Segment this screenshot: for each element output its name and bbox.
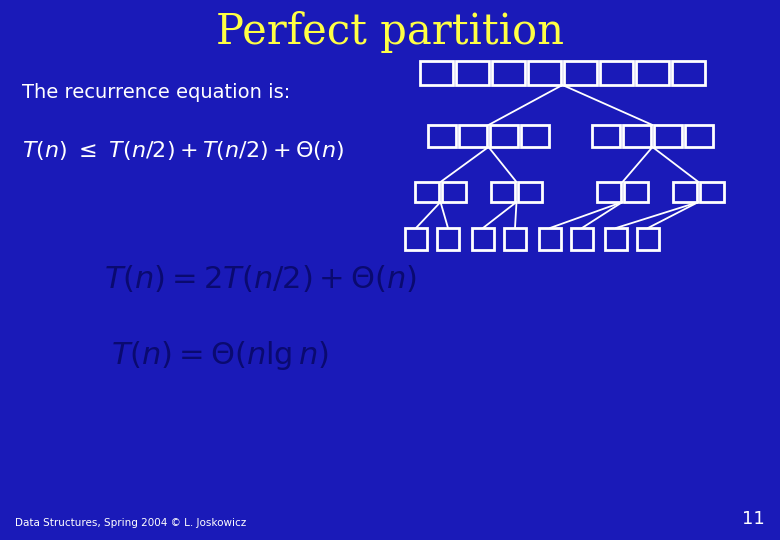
Bar xyxy=(437,228,459,250)
Bar xyxy=(420,61,453,85)
Bar xyxy=(442,182,466,202)
Bar xyxy=(636,61,669,85)
Text: $T(n) = \Theta(n \lg n)$: $T(n) = \Theta(n \lg n)$ xyxy=(111,339,329,372)
Bar xyxy=(504,228,526,250)
Bar xyxy=(605,228,627,250)
Bar xyxy=(637,228,659,250)
Bar xyxy=(673,182,697,202)
Bar xyxy=(456,61,489,85)
Bar xyxy=(592,125,620,147)
Text: Perfect partition: Perfect partition xyxy=(216,11,564,53)
Bar xyxy=(597,182,621,202)
Bar xyxy=(539,228,561,250)
Bar xyxy=(459,125,487,147)
Bar xyxy=(623,125,651,147)
Bar xyxy=(518,182,542,202)
Bar xyxy=(654,125,682,147)
Text: $T(n)\ \leq\ T(n/2) + T(n/2) + \Theta(n)$: $T(n)\ \leq\ T(n/2) + T(n/2) + \Theta(n)… xyxy=(22,138,345,161)
Bar xyxy=(700,182,724,202)
Text: The recurrence equation is:: The recurrence equation is: xyxy=(22,84,290,103)
Bar xyxy=(564,61,597,85)
Text: $T(n) = 2T(n/2) + \Theta(n)$: $T(n) = 2T(n/2) + \Theta(n)$ xyxy=(104,265,417,295)
Bar xyxy=(472,228,494,250)
Bar xyxy=(492,61,525,85)
Bar xyxy=(415,182,439,202)
Bar xyxy=(685,125,713,147)
Text: 11: 11 xyxy=(743,510,765,528)
Bar xyxy=(405,228,427,250)
Bar xyxy=(528,61,561,85)
Bar xyxy=(428,125,456,147)
Bar xyxy=(491,182,515,202)
Bar xyxy=(672,61,705,85)
Bar xyxy=(521,125,549,147)
Bar xyxy=(624,182,648,202)
Bar xyxy=(571,228,593,250)
Bar xyxy=(490,125,518,147)
Bar xyxy=(600,61,633,85)
Text: Data Structures, Spring 2004 © L. Joskowicz: Data Structures, Spring 2004 © L. Joskow… xyxy=(15,518,246,528)
